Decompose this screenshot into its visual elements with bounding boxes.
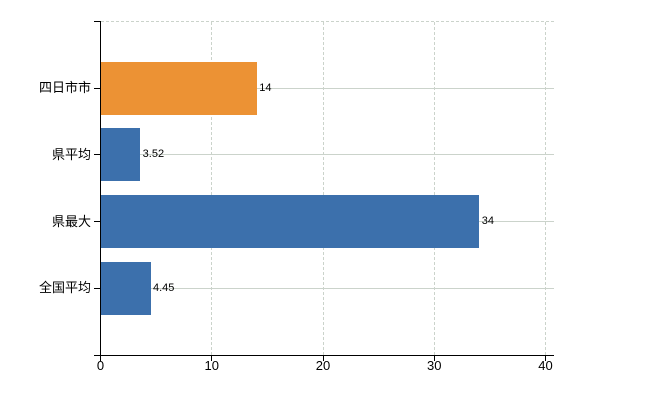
x-tick-label: 10 xyxy=(204,358,219,373)
gridline-vertical xyxy=(433,21,435,355)
x-tick xyxy=(433,355,435,361)
gridline-horizontal xyxy=(101,154,554,156)
gridline-horizontal xyxy=(101,287,554,289)
y-tick xyxy=(94,221,100,223)
category-label: 全国平均 xyxy=(38,280,91,296)
x-tick xyxy=(545,355,546,361)
x-tick-label: 0 xyxy=(96,358,105,373)
y-tick xyxy=(94,87,100,89)
x-tick xyxy=(100,355,101,361)
category-label: 四日市市 xyxy=(38,80,91,96)
category-label: 県平均 xyxy=(51,146,91,162)
gridline-horizontal xyxy=(101,87,554,89)
y-tick xyxy=(94,154,100,156)
x-tick-label: 20 xyxy=(315,358,331,373)
category-label: 県最大 xyxy=(51,213,91,229)
value-label: 34 xyxy=(481,215,494,228)
value-label: 3.52 xyxy=(142,148,165,161)
x-tick xyxy=(322,355,324,361)
bar-1 xyxy=(101,128,141,182)
y-tick xyxy=(94,287,100,289)
gridline-vertical xyxy=(545,21,546,355)
y-tick xyxy=(94,21,100,22)
gridline-vertical xyxy=(211,21,213,355)
gridline-vertical xyxy=(322,21,324,355)
bar-2 xyxy=(101,195,480,249)
bar-0 xyxy=(101,61,257,115)
x-axis-line xyxy=(94,355,554,356)
value-label: 14 xyxy=(259,81,272,94)
bar-3 xyxy=(101,261,151,315)
x-tick-label: 40 xyxy=(538,358,553,373)
gridline-top xyxy=(100,21,554,22)
x-tick-label: 30 xyxy=(427,358,442,373)
y-axis-line xyxy=(100,21,101,360)
x-tick xyxy=(211,355,213,361)
value-label: 4.45 xyxy=(153,281,175,294)
